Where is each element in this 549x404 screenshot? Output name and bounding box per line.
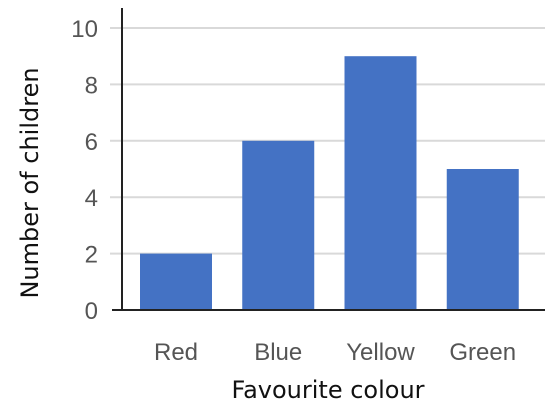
y-axis-title: Number of children	[16, 67, 44, 298]
x-axis-title: Favourite colour	[231, 376, 424, 404]
axes	[112, 8, 545, 311]
y-tick-label: 8	[85, 72, 98, 99]
bar-red	[140, 253, 212, 310]
x-tick-label: Yellow	[346, 339, 415, 366]
y-tick-label: 2	[85, 242, 98, 269]
bar-blue	[242, 140, 315, 310]
x-category-labels: Red Blue Yellow Green	[154, 339, 516, 366]
y-tick-labels: 0 2 4 6 8 10	[71, 16, 98, 325]
x-tick-label: Green	[449, 339, 516, 366]
y-tick-label: 0	[85, 298, 98, 325]
x-tick-label: Blue	[254, 339, 302, 366]
bars	[140, 56, 519, 311]
bar-green	[446, 169, 519, 310]
y-tick-label: 10	[71, 16, 98, 43]
y-tick-label: 6	[85, 129, 98, 156]
bar-yellow	[344, 56, 417, 311]
y-tick-label: 4	[85, 185, 98, 212]
x-tick-label: Red	[154, 339, 198, 366]
